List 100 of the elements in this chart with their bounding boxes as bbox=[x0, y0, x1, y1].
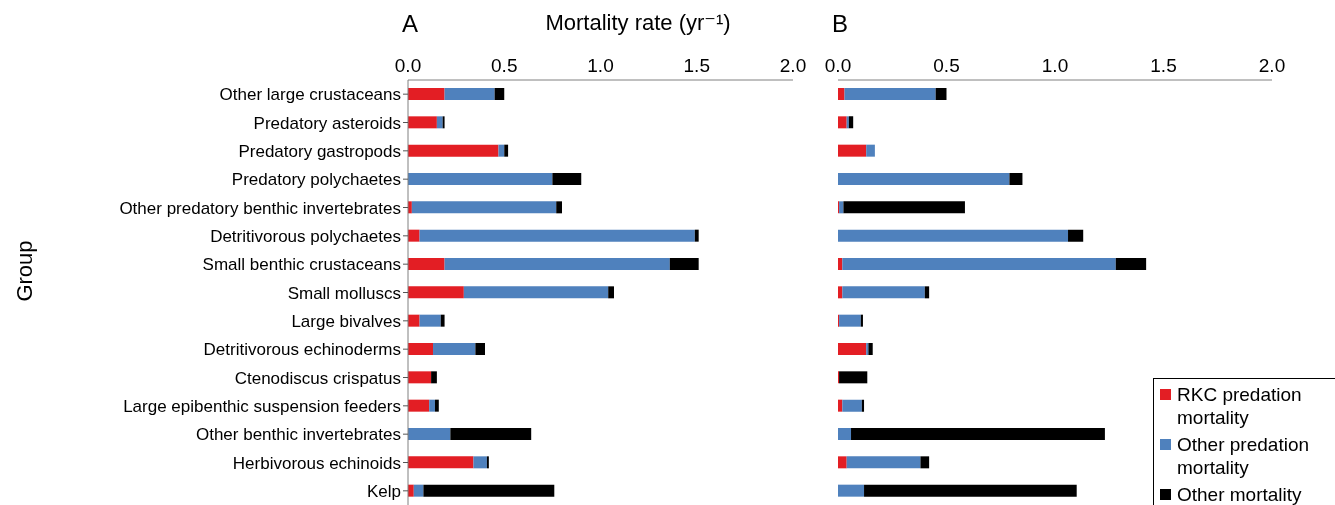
legend-label: RKC predation mortality bbox=[1177, 383, 1303, 429]
bar bbox=[866, 144, 875, 157]
y-tick-label: Kelp bbox=[366, 481, 401, 501]
x-tick-label: 1.0 bbox=[1041, 55, 1069, 76]
y-tick-label: Predatory polychaetes bbox=[231, 170, 401, 190]
chart-title: A bbox=[402, 10, 419, 38]
bar bbox=[1009, 173, 1023, 185]
bar bbox=[838, 88, 845, 100]
bar bbox=[494, 88, 505, 100]
bar bbox=[408, 428, 451, 440]
bar bbox=[408, 399, 430, 412]
bar bbox=[861, 399, 865, 412]
bar bbox=[844, 88, 936, 100]
bar bbox=[838, 343, 867, 355]
x-tick-label: 1.0 bbox=[587, 55, 614, 76]
bar bbox=[851, 428, 1105, 440]
legend-label: Other mortality bbox=[1177, 483, 1302, 505]
y-tick-label: Other predatory benthic invertebrates bbox=[119, 198, 401, 218]
bar bbox=[864, 484, 1077, 497]
bar bbox=[413, 484, 424, 497]
y-tick-label: Ctenodiscus crispatus bbox=[234, 368, 401, 388]
bar bbox=[408, 456, 474, 469]
bar bbox=[556, 201, 562, 214]
bar bbox=[408, 314, 420, 327]
y-tick-label: Small benthic crustaceans bbox=[202, 255, 401, 275]
bar bbox=[419, 314, 441, 327]
bar bbox=[463, 286, 609, 299]
bar bbox=[842, 258, 1116, 270]
bar bbox=[475, 343, 485, 355]
y-tick-label: Other benthic invertebrates bbox=[195, 425, 401, 445]
y-tick-label: Detritivorous echinoderms bbox=[203, 340, 401, 360]
bar bbox=[848, 116, 854, 129]
bar bbox=[838, 484, 865, 497]
bar bbox=[408, 116, 437, 129]
bar bbox=[838, 229, 1069, 242]
x-tick-label: 2.0 bbox=[1258, 55, 1286, 76]
bar bbox=[408, 258, 445, 270]
y-tick-label: Predatory gastropods bbox=[238, 141, 401, 161]
bar bbox=[838, 428, 852, 440]
bar bbox=[408, 371, 432, 384]
bar bbox=[838, 116, 847, 129]
bar bbox=[423, 484, 555, 497]
bar bbox=[843, 201, 965, 214]
x-tick-label: 0.0 bbox=[824, 55, 852, 76]
y-tick-label: Large epibenthic suspension feeders bbox=[123, 396, 401, 416]
bar bbox=[450, 428, 532, 440]
x-tick-label: 0.5 bbox=[933, 55, 960, 76]
bar bbox=[498, 144, 505, 157]
bar bbox=[838, 399, 843, 412]
bar bbox=[694, 229, 699, 242]
bar bbox=[839, 201, 844, 214]
bar bbox=[839, 371, 868, 384]
bar bbox=[504, 144, 509, 157]
bar bbox=[444, 88, 495, 100]
bar bbox=[842, 286, 925, 299]
legend-label: Other predation mortality bbox=[1177, 433, 1311, 479]
bar bbox=[838, 286, 843, 299]
bar bbox=[868, 343, 873, 355]
bar bbox=[408, 343, 434, 355]
bar bbox=[444, 258, 670, 270]
y-tick-label: Detritivorous polychaetes bbox=[210, 226, 401, 246]
y-tick-label: Large bivalves bbox=[291, 311, 401, 331]
bar bbox=[846, 116, 849, 129]
bar bbox=[838, 258, 843, 270]
bar bbox=[839, 314, 861, 327]
bar bbox=[669, 258, 699, 270]
bar bbox=[431, 371, 437, 384]
bar bbox=[433, 343, 476, 355]
y-axis-title: Group bbox=[12, 239, 38, 304]
bar bbox=[924, 286, 930, 299]
bar bbox=[866, 343, 869, 355]
bar bbox=[408, 144, 499, 157]
bar bbox=[920, 456, 930, 469]
bar bbox=[434, 399, 439, 412]
bar bbox=[411, 201, 557, 214]
bar bbox=[429, 399, 435, 412]
chart-title: B bbox=[832, 10, 849, 38]
bar bbox=[473, 456, 487, 469]
bar bbox=[408, 88, 445, 100]
x-tick-label: 1.5 bbox=[1150, 55, 1177, 76]
y-tick-label: Predatory asteroids bbox=[253, 113, 401, 133]
x-tick-label: 0.0 bbox=[394, 55, 422, 76]
x-tick-label: 0.5 bbox=[491, 55, 518, 76]
bar bbox=[436, 116, 443, 129]
bar bbox=[1115, 258, 1147, 270]
bar bbox=[408, 286, 464, 299]
bar bbox=[1068, 229, 1084, 242]
bar bbox=[838, 173, 1010, 185]
bar bbox=[552, 173, 582, 185]
x-axis-title: Mortality rate (yr⁻¹) bbox=[545, 10, 731, 35]
bar bbox=[408, 229, 420, 242]
y-tick-label: Small molluscs bbox=[287, 283, 401, 303]
bar bbox=[860, 314, 863, 327]
bar bbox=[846, 456, 921, 469]
x-tick-label: 2.0 bbox=[779, 55, 807, 76]
x-tick-label: 1.5 bbox=[683, 55, 710, 76]
bar bbox=[935, 88, 947, 100]
bar bbox=[408, 173, 553, 185]
bar bbox=[838, 456, 847, 469]
bar bbox=[842, 399, 862, 412]
